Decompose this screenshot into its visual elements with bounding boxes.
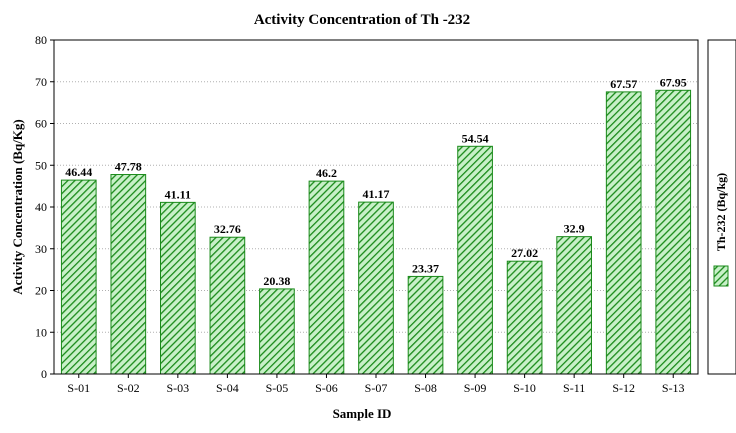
bar-s-13 — [655, 89, 692, 375]
bar-s-10 — [506, 260, 543, 375]
data-label: 20.38 — [263, 274, 290, 288]
x-tick-label: S-11 — [563, 381, 585, 395]
data-label: 27.02 — [511, 246, 538, 260]
y-tick-label: 40 — [35, 200, 47, 214]
x-tick-label: S-12 — [612, 381, 635, 395]
x-axis-title: Sample ID — [333, 406, 392, 421]
x-tick-label: S-07 — [365, 381, 388, 395]
data-label: 67.57 — [610, 77, 637, 91]
legend-frame — [707, 39, 736, 375]
legend: Th-232 (Bq/kg) — [707, 39, 736, 375]
bar-s-03 — [160, 201, 196, 375]
data-label: 41.11 — [165, 187, 191, 201]
x-tick-label: S-04 — [216, 381, 239, 395]
data-label: 47.78 — [115, 160, 142, 174]
data-label: 46.44 — [65, 165, 92, 179]
data-label: 23.37 — [412, 261, 439, 275]
bar-s-12 — [605, 91, 642, 375]
y-tick-label: 10 — [35, 325, 47, 339]
x-tick-label: S-01 — [67, 381, 90, 395]
bar-s-07 — [358, 201, 394, 375]
y-tick-label: 30 — [35, 242, 47, 256]
y-tick-label: 0 — [41, 367, 47, 381]
y-tick-label: 60 — [35, 117, 47, 131]
x-tick-label: S-03 — [167, 381, 190, 395]
x-tick-label: S-06 — [315, 381, 338, 395]
data-label: 32.76 — [214, 222, 241, 236]
data-label: 41.17 — [363, 187, 390, 201]
data-label: 32.9 — [564, 222, 585, 236]
y-tick-label: 20 — [35, 284, 47, 298]
legend-swatch — [713, 265, 729, 287]
bars — [60, 89, 692, 375]
y-tick-label: 70 — [35, 75, 47, 89]
x-tick-label: S-05 — [266, 381, 289, 395]
x-tick-label: S-02 — [117, 381, 140, 395]
x-tick-label: S-13 — [662, 381, 685, 395]
bar-s-06 — [308, 180, 345, 375]
bar-s-02 — [110, 174, 147, 375]
x-tick-label: S-08 — [414, 381, 437, 395]
chart-title: Activity Concentration of Th -232 — [254, 12, 470, 28]
y-tick-label: 80 — [35, 33, 47, 47]
bar-s-11 — [556, 236, 592, 375]
data-labels: 46.44 47.78 41.11 32.76 20.38 46.2 41.17 23.37 5… — [65, 75, 686, 288]
x-axis-ticks: S-01 S-02 S-03 S-04 S-05 S-06 S-07 S-08 S-09 S-10… — [67, 374, 685, 395]
data-label: 54.54 — [462, 131, 489, 145]
y-axis-ticks: 0 10 20 30 40 50 60 70 80 — [35, 33, 54, 381]
bar-s-08 — [407, 275, 444, 375]
bar-s-05 — [259, 288, 295, 375]
x-tick-label: S-10 — [513, 381, 536, 395]
bar-s-01 — [60, 179, 97, 375]
legend-label: Th-232 (Bq/kg) — [714, 173, 728, 251]
data-label: 46.2 — [316, 166, 337, 180]
data-label: 67.95 — [660, 75, 687, 89]
bar-s-09 — [457, 145, 493, 375]
x-tick-label: S-09 — [464, 381, 487, 395]
y-axis-title: Activity Concentration (Bq/Kg) — [10, 119, 25, 294]
bar-s-04 — [209, 236, 246, 375]
y-tick-label: 50 — [35, 158, 47, 172]
